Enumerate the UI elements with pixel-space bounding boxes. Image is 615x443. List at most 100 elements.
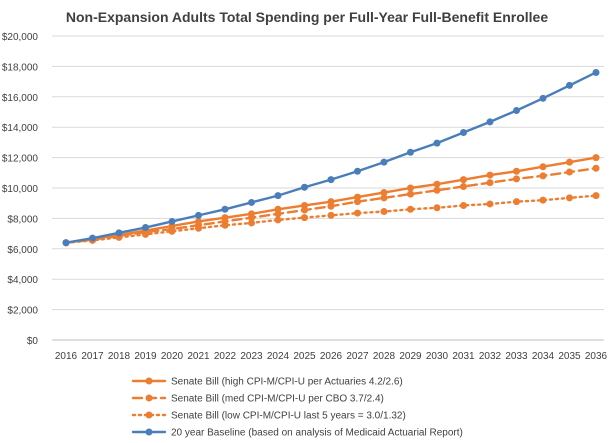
data-point [433,186,441,194]
data-point [433,139,441,147]
data-point [592,154,600,162]
data-point [566,81,573,89]
x-tick-label: 2021 [187,351,210,362]
legend-item: Senate Bill (high CPI-M/CPI-U per Actuar… [131,377,403,388]
data-point [460,129,467,137]
series-4 [62,68,600,247]
data-point [354,198,361,206]
data-point [301,206,308,214]
data-point [221,205,229,213]
data-point [539,163,547,171]
data-point [566,168,573,176]
x-tick-label: 2022 [214,351,237,362]
data-point [248,214,255,222]
data-point [566,194,573,202]
legend-label: Senate Bill (med CPI-M/CPI-U per CBO 3.7… [171,394,384,405]
x-tick-label: 2034 [532,351,555,362]
data-point [592,164,600,172]
data-point [327,202,335,210]
data-point [62,239,70,247]
data-point [486,200,494,208]
data-point [195,224,202,232]
data-point [380,189,388,197]
x-tick-label: 2029 [399,351,422,362]
data-point [354,167,361,175]
data-point [168,217,176,225]
y-tick-label: $6,000 [7,245,38,256]
x-tick-label: 2033 [505,351,528,362]
chart-title: Non-Expansion Adults Total Spending per … [66,9,548,25]
data-point [327,211,335,219]
y-tick-label: $16,000 [2,93,39,104]
y-tick-label: $14,000 [2,123,39,134]
legend-swatch-marker [145,394,153,402]
data-point [513,167,520,175]
data-point [142,224,149,232]
legend-label: Senate Bill (high CPI-M/CPI-U per Actuar… [171,377,403,388]
y-tick-label: $8,000 [7,214,38,225]
x-tick-label: 2035 [558,351,581,362]
data-point [460,201,467,209]
data-point [221,221,229,229]
data-point [301,183,308,191]
data-point [539,172,547,180]
data-point [380,158,388,166]
x-tick-label: 2036 [585,351,608,362]
data-point [248,219,255,227]
legend-swatch-marker [145,411,153,419]
data-point [513,106,520,114]
x-tick-label: 2016 [55,351,78,362]
data-point [274,216,282,224]
y-tick-label: $10,000 [2,184,39,195]
data-point [513,175,520,183]
data-point [195,211,202,219]
data-point [407,205,414,213]
x-tick-label: 2017 [81,351,104,362]
y-tick-label: $2,000 [7,306,38,317]
data-point [115,229,123,237]
y-tick-label: $18,000 [2,62,39,73]
x-tick-label: 2031 [452,351,475,362]
x-tick-label: 2020 [161,351,184,362]
x-tick-label: 2025 [293,351,316,362]
data-point [513,198,520,206]
y-tick-label: $20,000 [2,32,39,43]
x-tick-label: 2027 [346,351,369,362]
x-tick-label: 2023 [240,351,263,362]
x-tick-label: 2030 [426,351,449,362]
data-point [274,210,282,218]
data-point [592,192,600,200]
y-tick-label: $4,000 [7,275,38,286]
data-point [566,158,573,166]
x-tick-label: 2028 [373,351,396,362]
y-axis-tick-labels: $0 $2,000 $4,000 $6,000 $8,000 $10,000 $12,000… [2,32,39,347]
y-tick-label: $0 [27,336,39,347]
series-lines [62,68,600,247]
legend: Senate Bill (high CPI-M/CPI-U per Actuar… [131,377,463,439]
legend-label: Senate Bill (low CPI-M/CPI-U last 5 year… [171,411,406,422]
data-point [433,180,441,188]
data-point [539,94,547,102]
legend-item: Senate Bill (low CPI-M/CPI-U last 5 year… [131,411,406,422]
data-point [486,118,494,126]
data-point [460,176,467,184]
data-point [407,148,414,156]
x-tick-label: 2018 [108,351,131,362]
x-tick-label: 2019 [134,351,157,362]
data-point [460,182,467,190]
data-point [142,230,149,238]
legend-label: 20 year Baseline (based on analysis of M… [171,428,463,439]
data-point [486,179,494,187]
data-point [407,184,414,192]
data-point [248,198,255,206]
gridlines [52,35,604,311]
x-axis-tick-labels: 2016 2017 2018 2019 2020 2021 2022 2023 2024 2025… [55,351,608,362]
data-point [407,190,414,198]
x-tick-label: 2024 [267,351,290,362]
y-tick-label: $12,000 [2,154,39,165]
data-point [539,196,547,204]
data-point [380,194,388,202]
data-point [354,209,361,217]
legend-item: 20 year Baseline (based on analysis of M… [131,428,463,439]
